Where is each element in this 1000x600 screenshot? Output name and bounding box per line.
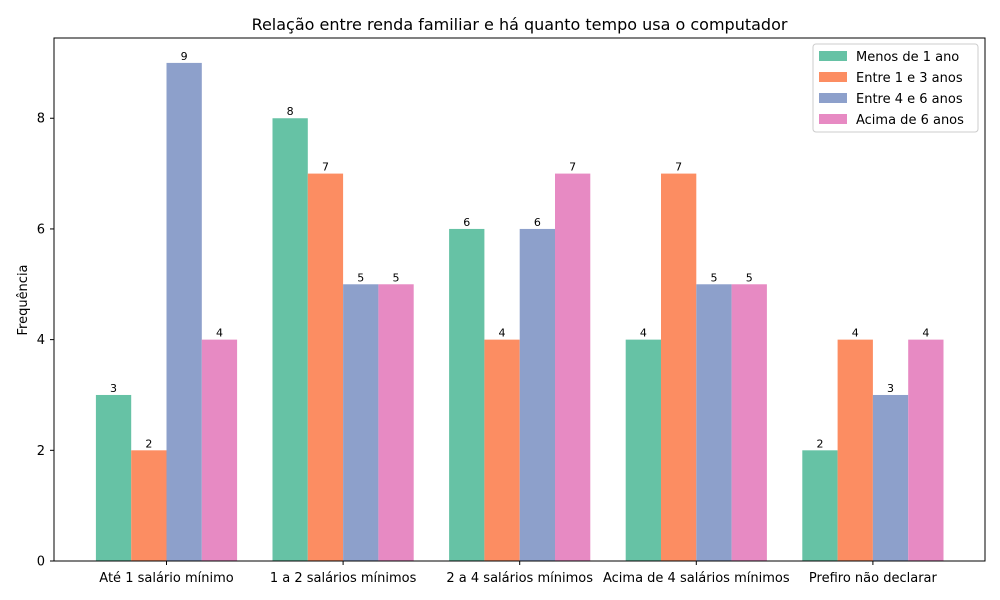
chart-title: Relação entre renda familiar e há quanto… [252, 15, 788, 34]
data-label: 4 [852, 327, 859, 340]
y-axis-label: Frequência [16, 264, 31, 335]
data-label: 5 [710, 271, 717, 284]
data-label: 2 [145, 437, 152, 450]
legend-swatch [819, 51, 847, 61]
bar [449, 228, 485, 561]
y-tick-label: 8 [37, 112, 45, 127]
y-tick-label: 6 [37, 222, 45, 237]
y-tick-label: 2 [37, 444, 45, 459]
data-label: 4 [499, 327, 506, 340]
legend-label: Entre 4 e 6 anos [856, 92, 963, 107]
data-label: 4 [216, 327, 223, 340]
bar [201, 339, 238, 561]
bar [378, 284, 414, 561]
legend-label: Acima de 6 anos [856, 113, 964, 128]
bar [307, 173, 344, 561]
data-label: 7 [569, 161, 576, 174]
data-label: 7 [322, 161, 329, 174]
data-label: 5 [357, 271, 364, 284]
x-tick-label: 2 a 4 salários mínimos [446, 571, 593, 586]
data-label: 3 [887, 382, 894, 395]
bar [661, 173, 697, 561]
y-tick-label: 0 [37, 555, 45, 570]
axes-group: 0 2 4 6 8 Até 1 salário mínimo 1 a 2 salários … [37, 37, 986, 586]
legend-label: Entre 1 e 3 anos [856, 71, 963, 86]
y-tick-label: 4 [37, 333, 45, 348]
data-label: 7 [675, 161, 682, 174]
bar [696, 284, 732, 561]
bar [131, 450, 167, 561]
legend-label: Menos de 1 ano [856, 50, 959, 65]
bar [555, 173, 591, 561]
bar [166, 62, 202, 562]
x-tick-label: Prefiro não declarar [809, 571, 938, 586]
data-label: 8 [287, 105, 294, 118]
bar [837, 339, 873, 561]
bar [731, 284, 767, 561]
data-label: 9 [181, 50, 188, 63]
x-tick-label: 1 a 2 salários mínimos [270, 571, 417, 586]
legend-box [812, 43, 979, 133]
data-label: 3 [110, 382, 117, 395]
x-tick-label: Acima de 4 salários mínimos [603, 571, 790, 586]
bar [802, 450, 838, 561]
data-label: 5 [393, 271, 400, 284]
data-labels-group: 3 8 6 4 2 2 7 4 7 4 9 5 6 5 3 4 5 7 5 4 [110, 50, 929, 450]
legend-swatch [819, 114, 847, 124]
legend-swatch [819, 72, 847, 82]
bar [908, 339, 944, 561]
data-label: 5 [746, 271, 753, 284]
data-label: 6 [463, 216, 470, 229]
x-tick-label: Até 1 salário mínimo [99, 571, 233, 586]
legend: Menos de 1 ano Entre 1 e 3 anos Entre 4 e … [812, 43, 979, 133]
legend-swatch [819, 93, 847, 103]
bars-group [95, 62, 944, 562]
data-label: 6 [534, 216, 541, 229]
data-label: 4 [922, 327, 929, 340]
bar [872, 394, 909, 561]
bar [343, 284, 379, 561]
bar [625, 339, 661, 561]
bar [484, 339, 520, 561]
data-label: 4 [640, 327, 647, 340]
bar [519, 228, 555, 561]
data-label: 2 [816, 437, 823, 450]
bar [95, 394, 132, 561]
bar [272, 118, 308, 561]
